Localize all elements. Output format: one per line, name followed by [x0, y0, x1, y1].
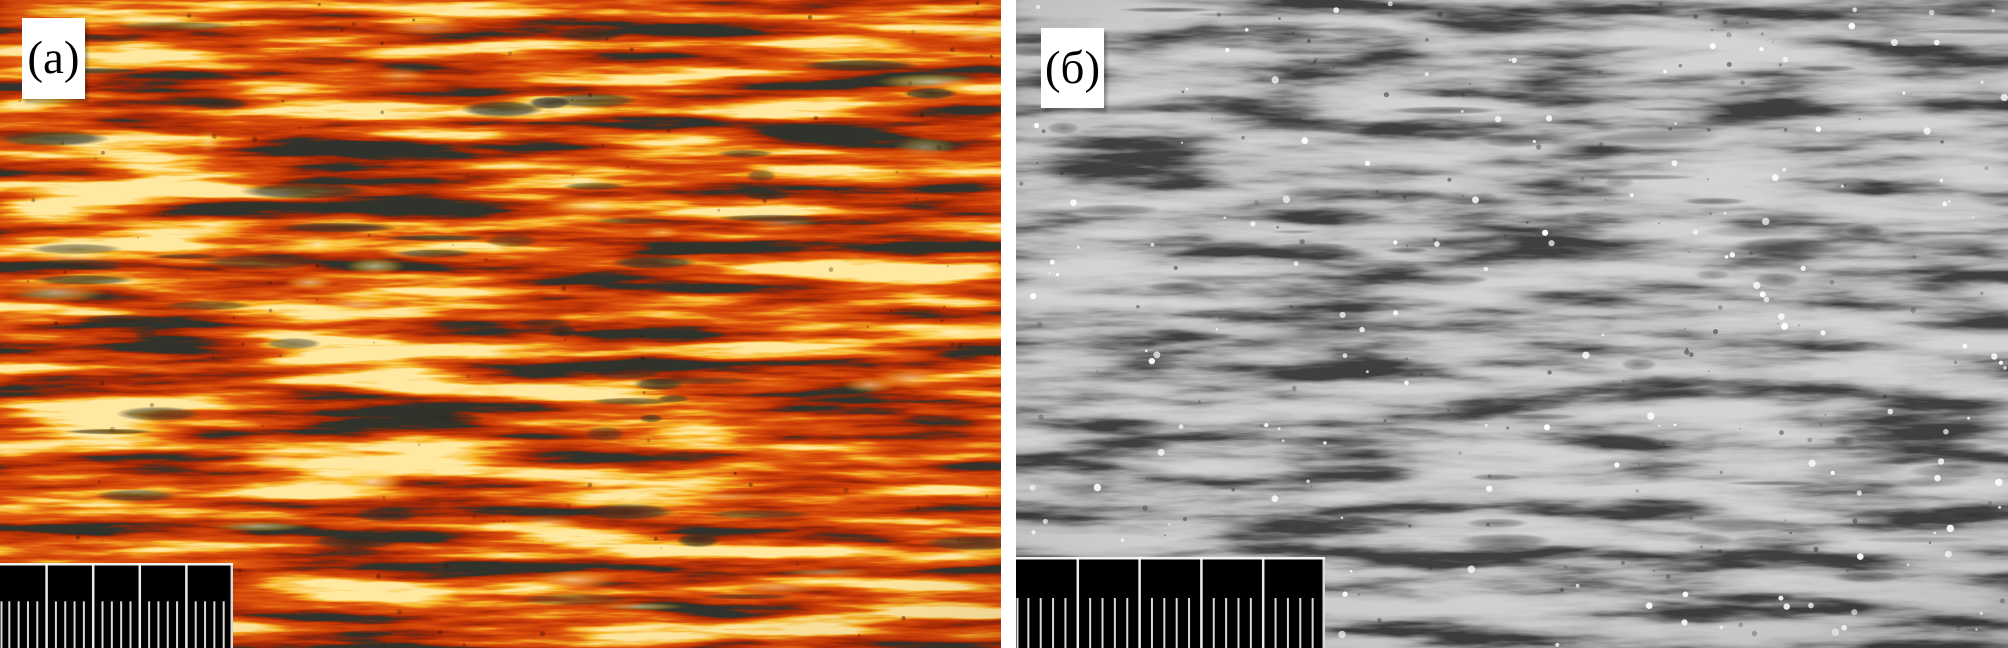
panel-a-texture-image — [0, 0, 1001, 648]
panel-a-label-text: (а) — [27, 32, 80, 84]
panel-b-micrograph: (б) — [1016, 0, 2008, 648]
panel-divider — [1001, 0, 1016, 648]
panel-b-texture-image — [1016, 0, 2008, 648]
panel-a-scale-bar — [0, 563, 233, 648]
panel-b-fine-grains — [1019, 1, 2005, 645]
panel-a-dark-lenses — [0, 21, 1001, 638]
panel-b-label-text: (б) — [1044, 41, 1101, 94]
panel-a-label-box: (а) — [22, 18, 85, 99]
panel-b-scale-bar — [1016, 557, 1325, 648]
panel-a-micrograph: (а) — [0, 0, 1001, 648]
panel-b-label-box: (б) — [1041, 28, 1104, 108]
panel-a-fine-grains — [18, 0, 1001, 648]
